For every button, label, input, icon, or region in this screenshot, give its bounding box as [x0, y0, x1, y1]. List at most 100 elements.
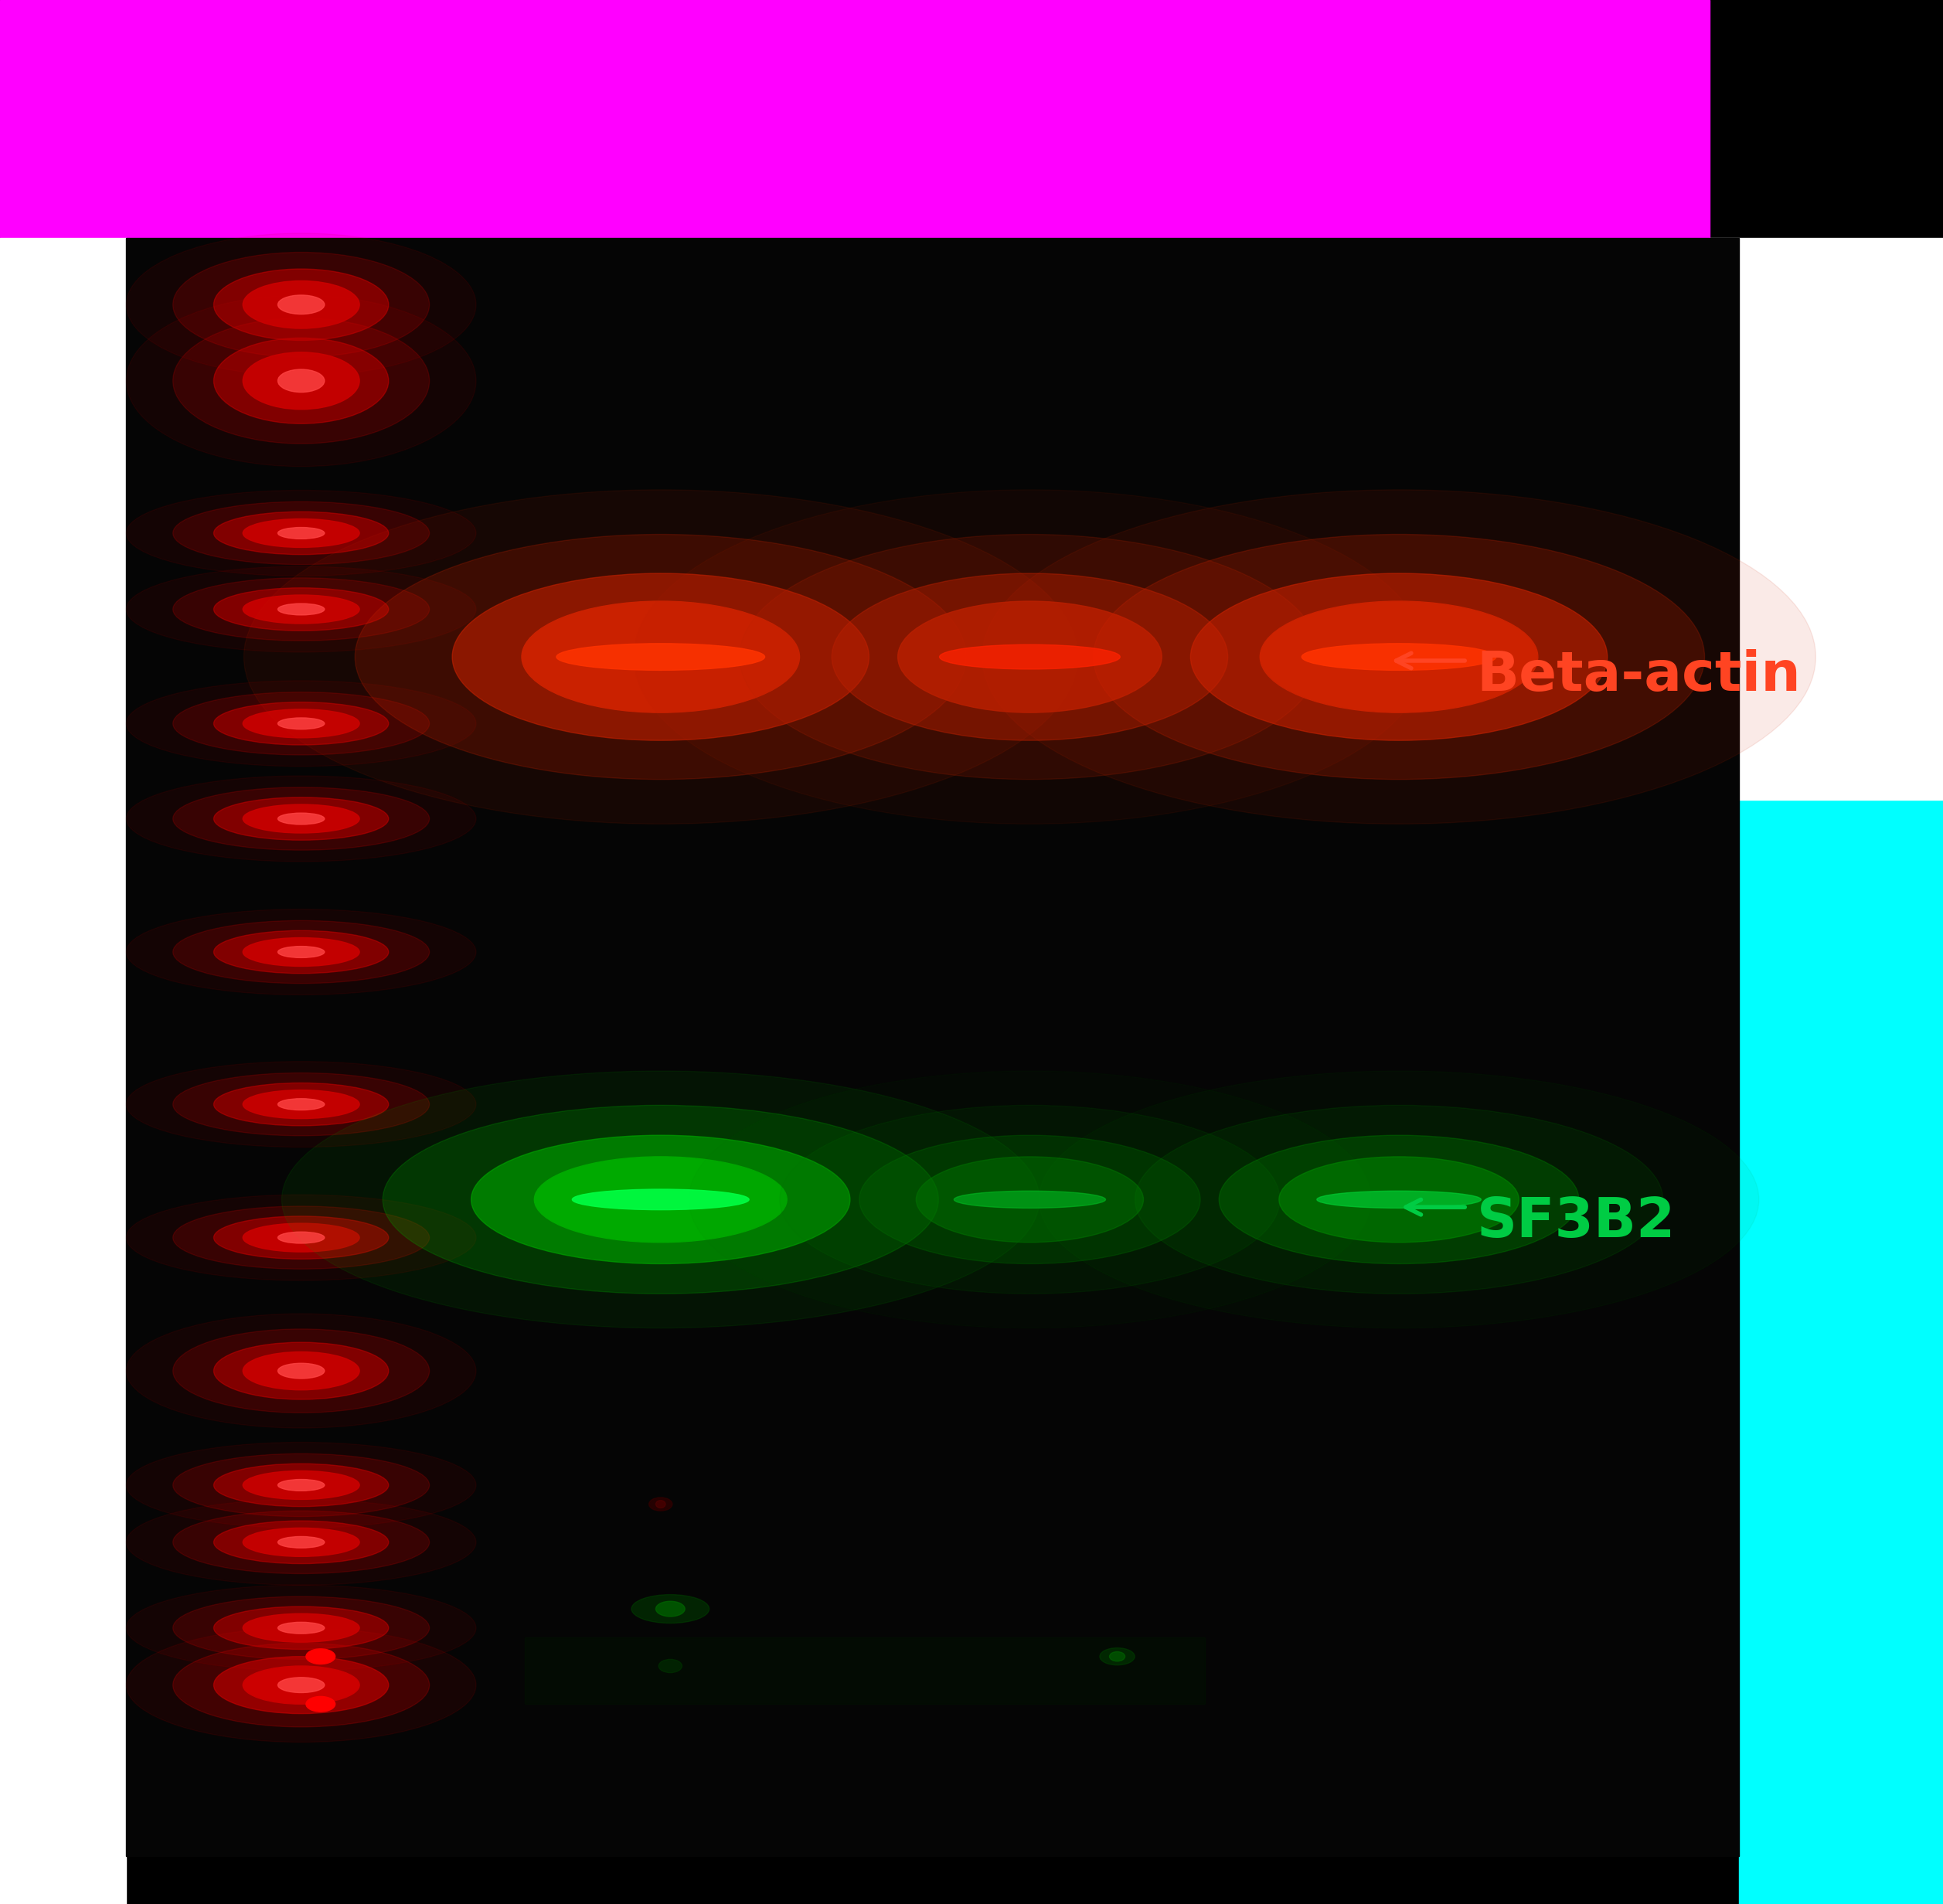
Ellipse shape: [657, 1500, 665, 1508]
Ellipse shape: [126, 491, 476, 577]
Ellipse shape: [740, 535, 1319, 779]
Ellipse shape: [173, 1596, 429, 1660]
Ellipse shape: [278, 604, 324, 615]
Ellipse shape: [278, 1363, 324, 1378]
Ellipse shape: [173, 1207, 429, 1270]
Ellipse shape: [243, 1666, 359, 1704]
Ellipse shape: [278, 1232, 324, 1243]
Ellipse shape: [307, 1696, 336, 1712]
Ellipse shape: [573, 1190, 750, 1209]
Ellipse shape: [243, 520, 359, 548]
Ellipse shape: [214, 703, 389, 744]
Ellipse shape: [243, 1352, 359, 1390]
Ellipse shape: [243, 1527, 359, 1557]
Ellipse shape: [1302, 644, 1496, 670]
Ellipse shape: [1317, 1192, 1481, 1209]
Ellipse shape: [214, 798, 389, 840]
Ellipse shape: [243, 594, 359, 625]
Ellipse shape: [126, 1062, 476, 1146]
Ellipse shape: [898, 602, 1162, 712]
Ellipse shape: [126, 1196, 476, 1281]
Ellipse shape: [631, 1596, 709, 1622]
Ellipse shape: [126, 1500, 476, 1584]
Ellipse shape: [954, 1192, 1106, 1209]
Ellipse shape: [243, 1470, 359, 1500]
Ellipse shape: [245, 489, 1078, 824]
Ellipse shape: [214, 1217, 389, 1259]
Bar: [0, 238, 126, 1904]
Ellipse shape: [214, 339, 389, 425]
Ellipse shape: [278, 295, 324, 314]
Ellipse shape: [173, 1512, 429, 1573]
Ellipse shape: [453, 573, 869, 741]
Ellipse shape: [832, 573, 1228, 741]
Ellipse shape: [126, 777, 476, 863]
Ellipse shape: [173, 503, 429, 565]
Ellipse shape: [173, 1074, 429, 1135]
Ellipse shape: [126, 1584, 476, 1672]
Ellipse shape: [243, 710, 359, 739]
Ellipse shape: [126, 910, 476, 996]
Ellipse shape: [649, 1497, 672, 1512]
Bar: [126, 238, 1739, 1856]
Bar: [1710, 238, 1943, 800]
Ellipse shape: [1191, 573, 1607, 741]
Ellipse shape: [243, 805, 359, 834]
Ellipse shape: [659, 1658, 682, 1674]
Ellipse shape: [214, 931, 389, 973]
Ellipse shape: [278, 527, 324, 539]
Bar: [1739, 800, 1943, 1904]
Ellipse shape: [243, 280, 359, 327]
Ellipse shape: [534, 1158, 787, 1243]
Ellipse shape: [981, 489, 1817, 824]
Ellipse shape: [173, 1455, 429, 1516]
Ellipse shape: [940, 645, 1119, 668]
Ellipse shape: [1094, 535, 1704, 779]
Ellipse shape: [214, 1464, 389, 1506]
Ellipse shape: [173, 579, 429, 642]
Ellipse shape: [243, 1089, 359, 1120]
Ellipse shape: [470, 1135, 851, 1264]
Ellipse shape: [278, 1537, 324, 1548]
Ellipse shape: [1135, 1104, 1663, 1295]
Ellipse shape: [633, 489, 1426, 824]
Ellipse shape: [173, 693, 429, 756]
Ellipse shape: [1109, 1651, 1125, 1660]
Ellipse shape: [278, 1099, 324, 1110]
Ellipse shape: [859, 1135, 1201, 1264]
Bar: [525, 1637, 1205, 1704]
Ellipse shape: [126, 567, 476, 651]
Ellipse shape: [214, 1342, 389, 1399]
Ellipse shape: [243, 939, 359, 967]
Ellipse shape: [126, 1314, 476, 1428]
Ellipse shape: [126, 234, 476, 377]
Ellipse shape: [173, 788, 429, 851]
Ellipse shape: [214, 1656, 389, 1714]
Ellipse shape: [278, 1479, 324, 1491]
Ellipse shape: [173, 1329, 429, 1413]
Ellipse shape: [126, 1628, 476, 1742]
Ellipse shape: [214, 268, 389, 341]
Ellipse shape: [278, 718, 324, 729]
Ellipse shape: [173, 1643, 429, 1727]
Ellipse shape: [278, 1677, 324, 1693]
Ellipse shape: [278, 369, 324, 392]
Ellipse shape: [243, 1224, 359, 1253]
Ellipse shape: [278, 946, 324, 958]
Ellipse shape: [214, 1083, 389, 1125]
Ellipse shape: [243, 352, 359, 409]
Ellipse shape: [1218, 1135, 1580, 1264]
Ellipse shape: [243, 1615, 359, 1641]
Ellipse shape: [1100, 1649, 1135, 1664]
Ellipse shape: [307, 1649, 336, 1664]
Ellipse shape: [173, 318, 429, 444]
Ellipse shape: [282, 1070, 1040, 1329]
Ellipse shape: [779, 1104, 1280, 1295]
Ellipse shape: [214, 588, 389, 630]
Ellipse shape: [214, 1607, 389, 1649]
Text: Beta-actin: Beta-actin: [1477, 649, 1801, 703]
Ellipse shape: [1278, 1158, 1519, 1243]
Ellipse shape: [1040, 1070, 1758, 1329]
Ellipse shape: [126, 682, 476, 767]
Ellipse shape: [126, 295, 476, 466]
